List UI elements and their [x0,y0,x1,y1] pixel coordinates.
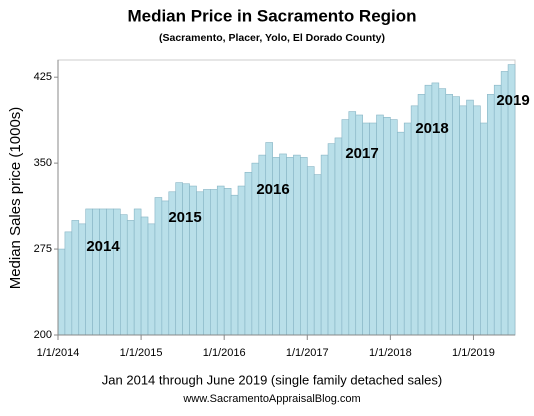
bar [293,154,301,336]
bar [237,185,246,336]
bar [210,189,218,336]
bar [320,154,329,336]
x-tick-label: 1/1/2015 [120,347,163,359]
bar [452,96,460,336]
bar [113,208,121,336]
bar [327,143,336,336]
bar [244,171,253,336]
bar [140,216,149,336]
bar [459,105,467,336]
bar [92,208,100,336]
y-tick-label: 200 [34,329,52,341]
year-annotation: 2019 [496,92,529,109]
x-axis-label: Jan 2014 through June 2019 (single famil… [102,372,442,387]
y-tick-label: 275 [34,243,52,255]
year-annotation: 2018 [415,120,448,137]
chart-title: Median Price in Sacramento Region [127,6,416,25]
bar [313,174,322,336]
chart-subtitle: (Sacramento, Placer, Yolo, El Dorado Cou… [159,32,385,44]
x-tick-label: 1/1/2018 [369,347,412,359]
bar [306,166,315,336]
bar [175,182,183,336]
bar [383,116,391,336]
bar [223,188,232,336]
bar [230,194,239,336]
bar [500,71,509,336]
bar [334,137,343,336]
bar [493,84,502,336]
bar [390,119,398,336]
bar [154,197,163,336]
bar [300,157,308,336]
x-tick-label: 1/1/2019 [452,347,495,359]
bar [71,220,80,336]
bar [126,220,135,336]
year-annotation: 2014 [86,238,120,255]
bar [473,105,481,336]
year-annotation: 2015 [168,209,201,226]
bar [203,189,211,336]
y-axis-label: Median Sales price (1000s) [7,107,24,290]
bar [410,105,419,336]
bar [216,185,225,336]
bar [265,142,273,336]
bar [78,223,86,336]
x-tick-label: 1/1/2017 [286,347,329,359]
bar [182,183,190,336]
bar [403,122,412,336]
bar [106,208,114,336]
y-tick-label: 425 [34,71,52,83]
bar [480,122,488,336]
bar [466,99,474,336]
year-annotation: 2016 [256,181,289,198]
bar [147,223,156,336]
x-tick-label: 1/1/2014 [37,347,80,359]
bar [85,208,93,336]
source: www.SacramentoAppraisalBlog.com [182,393,360,405]
bar [99,208,107,336]
y-tick-label: 350 [34,157,52,169]
bar [487,94,495,336]
bar [396,131,405,336]
bar [120,214,128,336]
bar [133,208,142,336]
bar [64,231,73,336]
bar [57,248,66,336]
year-annotation: 2017 [345,145,378,162]
x-tick-label: 1/1/2016 [203,347,246,359]
